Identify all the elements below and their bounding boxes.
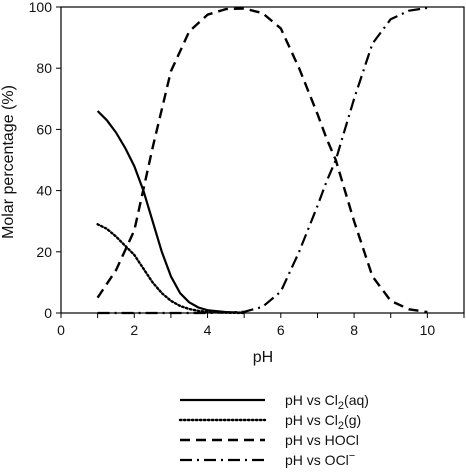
x-tick-label: 8 [350,322,358,338]
legend-label: pH vs OCl− [285,450,355,468]
x-tick-label: 2 [130,322,138,338]
legend-label-part: pH vs Cl [285,392,338,408]
plot-frame [60,6,465,314]
legend-label-part: (aq) [344,392,369,408]
series-line-0 [96,110,245,314]
legend-label: pH vs Cl2(aq) [285,392,369,412]
y-tick-label: 100 [29,0,53,15]
y-tick-label: 0 [44,305,52,321]
legend-label: pH vs Cl2(g) [285,412,361,432]
x-axis-ticks: 0 2 4 6 8 10 [57,313,465,338]
y-tick-label: 20 [36,244,52,260]
series-line-3 [97,6,428,315]
y-tick-label: 60 [36,121,52,137]
legend-label: pH vs HOCl [285,432,359,448]
y-axis-ticks: 0 20 40 60 80 100 [29,0,61,321]
y-tick-label: 40 [36,183,52,199]
x-tick-label: 4 [204,322,212,338]
x-tick-label: 6 [277,322,285,338]
legend-label-part: pH vs Cl [285,412,338,428]
x-tick-label: 0 [57,322,65,338]
legend-label-part: (g) [344,412,361,428]
legend-label-part: pH vs HOCl [285,432,359,448]
series-line-1 [96,223,246,315]
y-axis-title: Molar percentage (%) [0,85,17,239]
legend-label-part: 2 [338,420,344,432]
series-lines [96,6,428,315]
legend-label-part: 2 [338,400,344,412]
legend-label-part: − [349,450,355,462]
legend-label-part: pH vs OCl [285,452,349,468]
x-axis-title: pH [253,349,273,366]
x-tick-label: 10 [420,322,436,338]
plot-axes [60,6,465,314]
series-line-2 [96,7,428,314]
y-tick-label: 80 [36,60,52,76]
